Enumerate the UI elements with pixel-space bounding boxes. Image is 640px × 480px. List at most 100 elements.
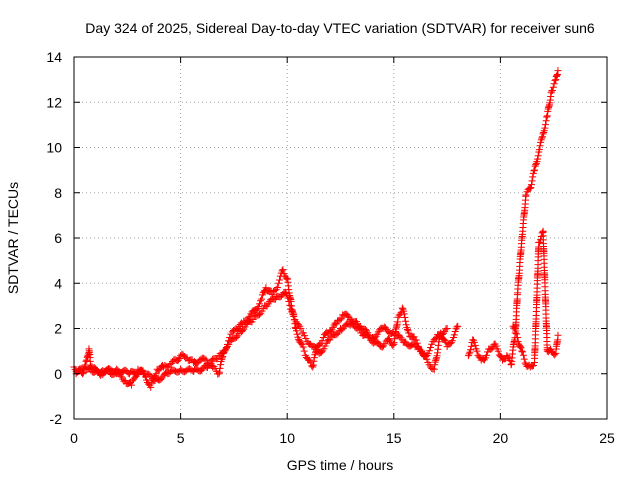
interpolated-point bbox=[536, 142, 544, 150]
interpolated-point bbox=[282, 274, 290, 282]
data-point bbox=[531, 166, 539, 174]
interpolated-point bbox=[537, 136, 545, 144]
interpolated-point bbox=[297, 339, 305, 347]
data-point bbox=[215, 370, 223, 378]
interpolated-point bbox=[528, 177, 536, 185]
interpolated-point bbox=[272, 285, 280, 293]
interpolated-point bbox=[402, 317, 410, 325]
interpolated-point bbox=[553, 70, 561, 78]
interpolated-point bbox=[287, 305, 295, 313]
data-point bbox=[249, 315, 257, 323]
interpolated-point bbox=[400, 307, 408, 315]
data-point bbox=[473, 347, 481, 355]
interpolated-point bbox=[400, 310, 408, 318]
interpolated-point bbox=[214, 355, 222, 363]
interpolated-point bbox=[301, 332, 309, 340]
interpolated-point bbox=[427, 344, 435, 352]
interpolated-point bbox=[441, 337, 449, 345]
interpolated-point bbox=[289, 310, 297, 318]
data-point bbox=[539, 130, 547, 138]
y-tick-label: 10 bbox=[46, 140, 62, 156]
data-point bbox=[326, 336, 334, 344]
interpolated-point bbox=[294, 321, 302, 329]
interpolated-point bbox=[551, 351, 559, 359]
interpolated-point bbox=[396, 332, 404, 340]
interpolated-point bbox=[550, 80, 558, 88]
x-tick-label: 25 bbox=[599, 430, 615, 446]
interpolated-point bbox=[137, 366, 145, 374]
interpolated-point bbox=[534, 152, 542, 160]
interpolated-point bbox=[348, 319, 356, 327]
interpolated-point bbox=[467, 342, 475, 350]
interpolated-point bbox=[309, 361, 317, 369]
interpolated-point bbox=[527, 181, 535, 189]
interpolated-point bbox=[216, 364, 224, 372]
data-markers bbox=[70, 67, 562, 391]
interpolated-point bbox=[286, 301, 294, 309]
interpolated-point bbox=[453, 323, 461, 331]
interpolated-point bbox=[401, 313, 409, 321]
interpolated-point bbox=[425, 347, 433, 355]
interpolated-point bbox=[516, 343, 524, 351]
interpolated-point bbox=[222, 344, 230, 352]
interpolated-point bbox=[517, 344, 525, 352]
x-tick-label: 15 bbox=[386, 430, 402, 446]
grid bbox=[74, 57, 607, 419]
interpolated-point bbox=[285, 298, 293, 306]
interpolated-point bbox=[273, 284, 281, 292]
x-tick-label: 5 bbox=[177, 430, 185, 446]
data-point bbox=[518, 347, 526, 355]
interpolated-point bbox=[450, 331, 458, 339]
interpolated-point bbox=[310, 357, 318, 365]
interpolated-point bbox=[316, 341, 324, 349]
interpolated-point bbox=[344, 312, 352, 320]
interpolated-point bbox=[483, 351, 491, 359]
axis-ticks: 0 5 10 15 20 25 -2 0 2 4 6 8 10 12 14 bbox=[46, 49, 615, 446]
data-point bbox=[405, 329, 413, 337]
interpolated-point bbox=[339, 325, 347, 333]
y-tick-label: -2 bbox=[50, 411, 63, 427]
interpolated-point bbox=[529, 362, 537, 370]
interpolated-point bbox=[543, 113, 551, 121]
data-point bbox=[279, 266, 287, 274]
interpolated-point bbox=[465, 350, 473, 358]
interpolated-point bbox=[541, 121, 549, 129]
interpolated-point bbox=[541, 124, 549, 132]
interpolated-point bbox=[549, 83, 557, 91]
data-point bbox=[275, 279, 283, 287]
data-point bbox=[522, 191, 530, 199]
interpolated-point bbox=[548, 87, 556, 95]
data-point bbox=[319, 334, 327, 342]
interpolated-point bbox=[415, 344, 423, 352]
data-point bbox=[494, 347, 502, 355]
interpolated-point bbox=[553, 72, 561, 80]
interpolated-point bbox=[292, 327, 300, 335]
interpolated-point bbox=[535, 146, 543, 154]
data-point bbox=[128, 381, 136, 389]
interpolated-point bbox=[220, 349, 228, 357]
data-point bbox=[554, 331, 562, 339]
interpolated-point bbox=[293, 330, 301, 338]
interpolated-point bbox=[510, 324, 518, 332]
data-point bbox=[464, 352, 472, 360]
interpolated-point bbox=[540, 129, 548, 137]
y-tick-label: 4 bbox=[54, 275, 62, 291]
interpolated-point bbox=[174, 356, 182, 364]
chart-title: Day 324 of 2025, Sidereal Day-to-day VTE… bbox=[85, 20, 595, 36]
interpolated-point bbox=[403, 325, 411, 333]
interpolated-point bbox=[232, 333, 240, 341]
data-point bbox=[332, 320, 340, 328]
y-tick-label: 12 bbox=[46, 94, 62, 110]
interpolated-point bbox=[297, 324, 305, 332]
interpolated-point bbox=[467, 346, 475, 354]
interpolated-point bbox=[257, 297, 265, 305]
y-tick-label: 0 bbox=[54, 366, 62, 382]
interpolated-point bbox=[239, 327, 247, 335]
interpolated-point bbox=[529, 173, 537, 181]
x-axis-label: GPS time / hours bbox=[287, 457, 394, 473]
data-point bbox=[513, 334, 521, 342]
y-tick-label: 8 bbox=[54, 185, 62, 201]
data-point bbox=[554, 67, 562, 75]
data-point bbox=[454, 322, 462, 330]
interpolated-point bbox=[534, 155, 542, 163]
